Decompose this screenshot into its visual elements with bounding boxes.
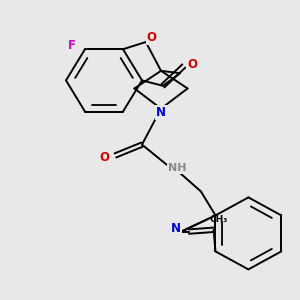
Text: O: O <box>187 58 197 71</box>
Text: CH₃: CH₃ <box>210 214 228 224</box>
Text: F: F <box>68 39 76 52</box>
Text: N: N <box>171 221 181 235</box>
Text: O: O <box>146 31 157 44</box>
Text: N: N <box>156 106 166 119</box>
Text: O: O <box>100 151 110 164</box>
Text: NH: NH <box>168 163 186 173</box>
